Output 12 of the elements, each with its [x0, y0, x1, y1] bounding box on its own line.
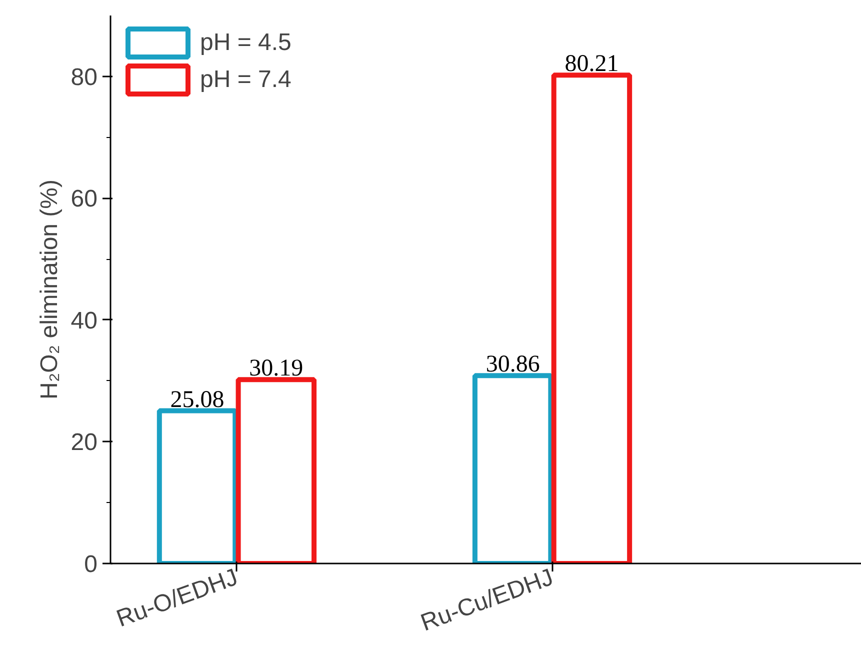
y-tick-label: 40	[70, 307, 98, 334]
data-label: 30.19	[249, 356, 304, 382]
y-tick-label: 80	[70, 64, 98, 91]
data-label: 25.08	[170, 386, 224, 413]
data-label: 30.86	[486, 352, 540, 378]
y-tick-label: 0	[84, 551, 98, 578]
y-axis-title: H₂O₂ elimination (%)	[36, 179, 63, 400]
y-tick-label: 60	[70, 186, 98, 213]
y-tick-label: 20	[70, 429, 98, 456]
legend-label: pH = 7.4	[200, 66, 292, 94]
legend-label: pH = 4.5	[200, 28, 292, 56]
data-label: 80.21	[564, 51, 619, 78]
